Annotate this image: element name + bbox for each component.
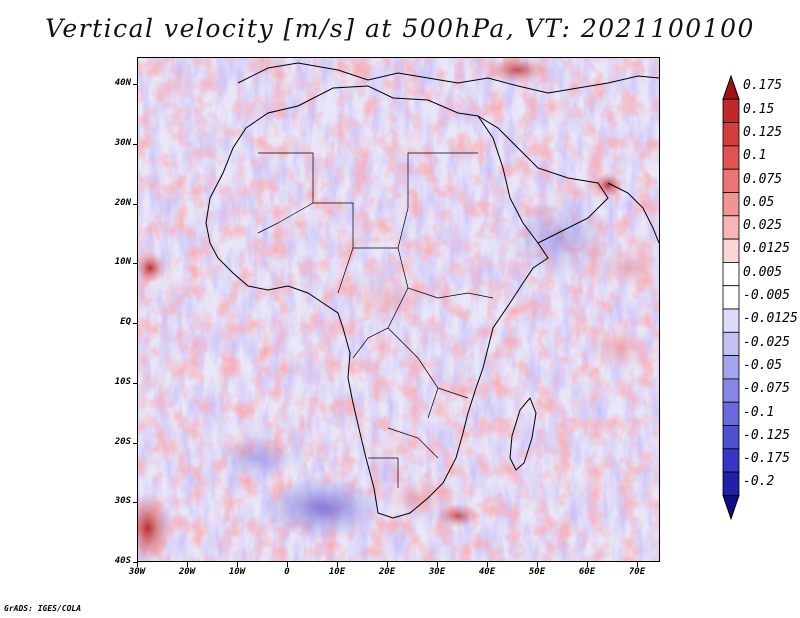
lat-tick-mark [133, 502, 138, 504]
colorbar-bottom-arrow [722, 494, 740, 521]
colorbar-bin [722, 261, 740, 287]
colorbar-bin [722, 355, 740, 380]
colorbar-label: 0.0125 [743, 241, 790, 257]
lon-tick-label: 50E [528, 567, 546, 577]
madagascar-coastline [509, 397, 537, 471]
lon-tick-label: 70E [628, 567, 646, 577]
africa-coastline [205, 85, 549, 519]
lon-tick-label: 60E [578, 567, 596, 577]
colorbar-top-arrow [722, 74, 740, 100]
india-coastline [607, 182, 659, 244]
arabia-coastline [477, 115, 609, 244]
colorbar-label: -0.0125 [743, 311, 798, 327]
lon-tick-label: 0 [284, 567, 290, 577]
footer-credit: GrADS: IGES/COLA [4, 604, 82, 613]
lat-tick-label: 30S [114, 496, 131, 507]
map-panel [137, 57, 660, 562]
lat-tick-label: 20N [114, 197, 131, 208]
colorbar-label: -0.025 [743, 334, 790, 350]
lon-tick-label: 30W [128, 567, 146, 577]
colorbar-bin [722, 215, 740, 240]
lon-tick-label: 20W [178, 567, 196, 577]
colorbar-bin [722, 122, 740, 147]
colorbar-label: 0.05 [743, 194, 775, 210]
colorbar-label: -0.175 [743, 451, 790, 467]
lon-tick-mark [337, 562, 338, 567]
lat-tick-mark [133, 203, 138, 205]
lon-tick-mark [387, 562, 388, 567]
colorbar-bin [722, 425, 740, 450]
colorbar-bin [722, 168, 740, 193]
lat-tick-label: 20S [114, 436, 131, 447]
colorbar-bin [722, 308, 740, 333]
colorbar-bin [722, 145, 740, 170]
lon-tick-mark [587, 562, 588, 567]
lat-tick-mark [133, 442, 138, 444]
colorbar-label: 0.1 [743, 148, 767, 164]
colorbar-bin [722, 238, 740, 263]
colorbar-label: 0.075 [743, 171, 783, 187]
lat-tick-mark [133, 323, 138, 324]
colorbar-label: -0.075 [743, 381, 790, 397]
colorbar-label: -0.125 [743, 427, 790, 443]
colorbar-bin [722, 378, 740, 403]
colorbar-bin [722, 448, 740, 473]
lat-tick-mark [133, 143, 138, 145]
lat-tick-mark [133, 84, 138, 85]
colorbar-label: -0.1 [743, 404, 775, 420]
lon-tick-label: 30E [428, 567, 446, 577]
lon-tick-label: 20E [378, 567, 396, 577]
colorbar-label: -0.05 [743, 357, 783, 373]
colorbar-label: 0.125 [743, 124, 783, 140]
colorbar-label: 0.005 [743, 264, 783, 280]
colorbar-bin [722, 98, 740, 123]
country-borders [257, 152, 494, 488]
lon-tick-mark [237, 562, 238, 567]
colorbar-label: -0.2 [743, 474, 775, 490]
lon-tick-mark [487, 562, 488, 567]
colorbar-label: 0.15 [743, 101, 775, 117]
lon-tick-label: 10W [228, 567, 246, 577]
lon-tick-mark [137, 562, 138, 567]
europe-coastline [237, 62, 659, 94]
colorbar-label: -0.005 [743, 288, 790, 303]
colorbar-bin [722, 331, 740, 356]
colorbar-bin [722, 471, 740, 496]
colorbar-bin [722, 285, 740, 310]
lon-tick-mark [537, 562, 538, 567]
lon-tick-mark [437, 562, 438, 567]
lat-tick-label: 40N [114, 78, 131, 88]
lon-tick-mark [637, 562, 638, 567]
lat-tick-label: EQ [120, 317, 131, 327]
lat-tick-label: 10S [114, 376, 131, 387]
lon-tick-mark [287, 562, 288, 567]
page-title: Vertical velocity [m/s] at 500hPa, VT: 2… [45, 14, 755, 43]
lon-tick-label: 40E [478, 567, 496, 577]
lat-tick-mark [133, 382, 138, 384]
lat-tick-label: 10N [114, 257, 131, 268]
lat-tick-label: 30N [114, 137, 131, 148]
colorbar-label: 0.175 [743, 78, 783, 94]
colorbar-bin [722, 192, 740, 217]
lat-tick-label: 40S [114, 556, 131, 566]
colorbar-bin [722, 401, 740, 426]
lon-tick-mark [187, 562, 188, 567]
vertical-velocity-field [138, 58, 659, 561]
colorbar-graphic [722, 74, 740, 521]
lat-tick-mark [133, 562, 138, 563]
colorbar-label: 0.025 [743, 218, 783, 234]
lat-tick-mark [133, 263, 138, 265]
lon-tick-label: 10E [328, 567, 346, 577]
